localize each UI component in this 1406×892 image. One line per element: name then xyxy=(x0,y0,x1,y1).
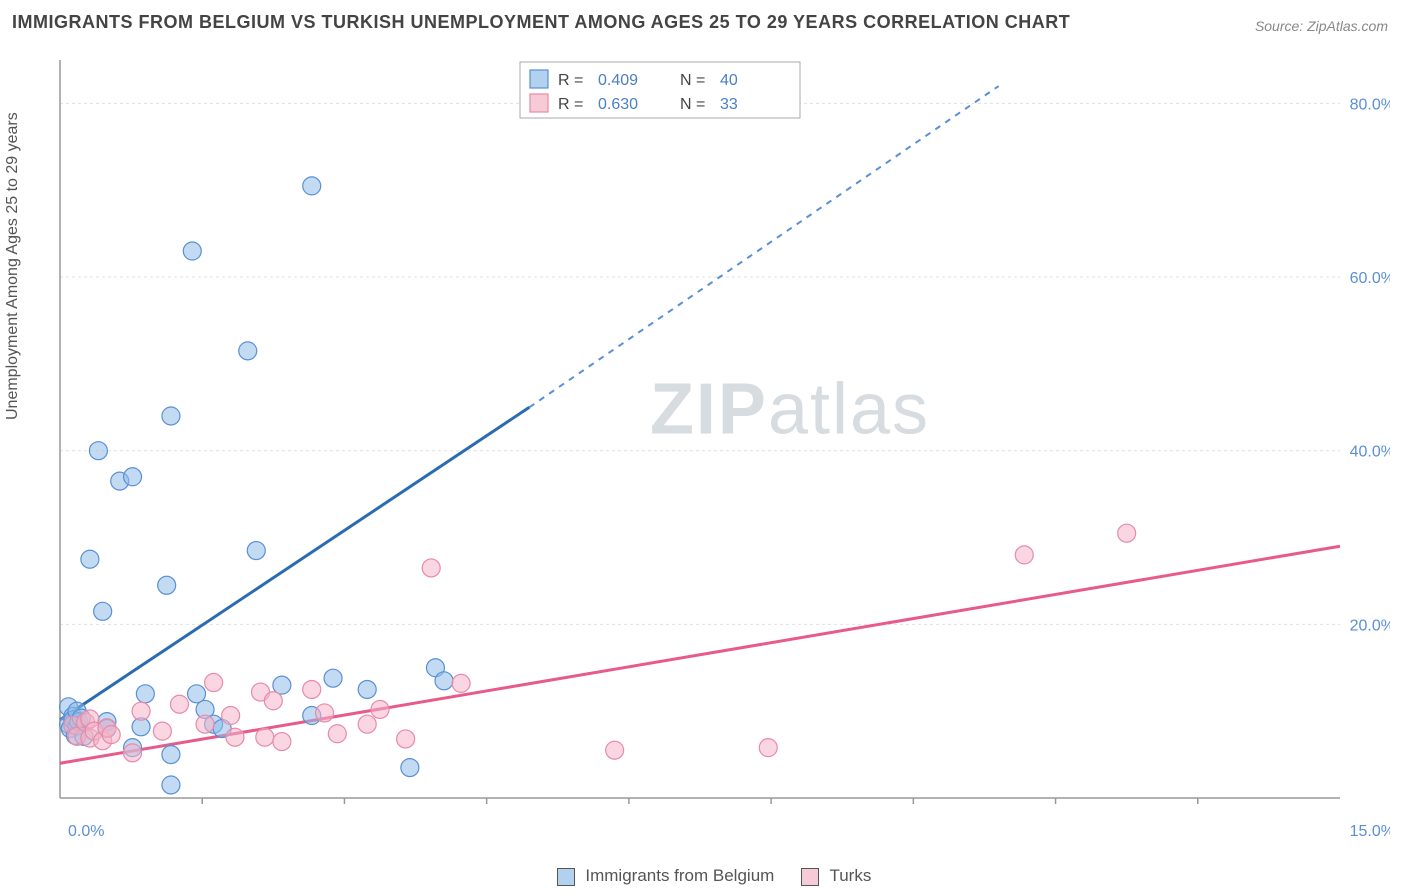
data-point-pink xyxy=(328,725,346,743)
y-tick-label: 40.0% xyxy=(1350,444,1390,461)
chart-svg: 20.0% 40.0% 60.0% 80.0% 0.0% 15.0% ZIPatlas R =… xyxy=(50,50,1390,840)
trend-line-blue-dash xyxy=(529,86,998,407)
y-tick-label: 80.0% xyxy=(1350,96,1390,113)
x-tick-label: 15.0% xyxy=(1350,823,1390,840)
watermark: ZIPatlas xyxy=(650,369,930,449)
data-point-blue xyxy=(324,669,342,687)
data-point-pink xyxy=(303,680,321,698)
x-tick-label: 0.0% xyxy=(68,823,104,840)
data-point-pink xyxy=(124,744,142,762)
data-point-pink xyxy=(264,692,282,710)
plot-area: 20.0% 40.0% 60.0% 80.0% 0.0% 15.0% ZIPatlas R =… xyxy=(50,50,1390,840)
legend-swatch-blue xyxy=(557,868,575,886)
data-point-pink xyxy=(226,728,244,746)
legend-swatch-pink xyxy=(801,868,819,886)
legend-R-blue: 0.409 xyxy=(598,72,638,89)
data-point-blue xyxy=(401,759,419,777)
data-point-pink xyxy=(1015,546,1033,564)
data-point-blue xyxy=(136,685,154,703)
data-point-pink xyxy=(153,722,171,740)
data-point-blue xyxy=(435,672,453,690)
y-tick-label: 20.0% xyxy=(1350,617,1390,634)
legend-R-pink: 0.630 xyxy=(598,96,638,113)
data-point-blue xyxy=(183,242,201,260)
legend-swatch-blue-icon xyxy=(530,70,548,88)
y-axis-label: Unemployment Among Ages 25 to 29 years xyxy=(4,112,22,420)
data-point-blue xyxy=(162,407,180,425)
legend-label-pink: Turks xyxy=(829,866,871,885)
data-point-blue xyxy=(162,746,180,764)
data-point-pink xyxy=(205,674,223,692)
data-point-pink xyxy=(397,730,415,748)
data-point-blue xyxy=(94,602,112,620)
data-point-blue xyxy=(358,680,376,698)
trend-line-pink xyxy=(60,546,1340,763)
data-point-pink xyxy=(102,726,120,744)
data-point-pink xyxy=(256,728,274,746)
data-point-blue xyxy=(89,442,107,460)
legend-N-label: N = xyxy=(680,96,705,113)
legend-R-label: R = xyxy=(558,96,583,113)
data-point-pink xyxy=(452,674,470,692)
data-point-pink xyxy=(606,741,624,759)
data-point-blue xyxy=(303,177,321,195)
legend-R-label: R = xyxy=(558,72,583,89)
trend-line-blue xyxy=(60,407,529,720)
bottom-legend: Immigrants from Belgium Turks xyxy=(0,866,1406,886)
data-point-pink xyxy=(1118,524,1136,542)
data-point-pink xyxy=(170,695,188,713)
legend-N-blue: 40 xyxy=(720,72,738,89)
y-tick-label: 60.0% xyxy=(1350,270,1390,287)
data-point-pink xyxy=(422,559,440,577)
data-point-blue xyxy=(239,342,257,360)
data-point-pink xyxy=(222,707,240,725)
data-point-pink xyxy=(273,733,291,751)
data-point-blue xyxy=(81,550,99,568)
data-point-pink xyxy=(371,700,389,718)
data-point-pink xyxy=(759,739,777,757)
data-point-blue xyxy=(162,776,180,794)
legend-label-blue: Immigrants from Belgium xyxy=(585,866,774,885)
data-point-blue xyxy=(247,542,265,560)
data-point-pink xyxy=(196,715,214,733)
legend-swatch-pink-icon xyxy=(530,94,548,112)
data-point-pink xyxy=(132,702,150,720)
legend-N-label: N = xyxy=(680,72,705,89)
data-point-pink xyxy=(358,715,376,733)
data-point-blue xyxy=(158,576,176,594)
data-point-pink xyxy=(316,704,334,722)
chart-title: IMMIGRANTS FROM BELGIUM VS TURKISH UNEMP… xyxy=(12,12,1070,33)
legend-N-pink: 33 xyxy=(720,96,738,113)
data-point-blue xyxy=(124,468,142,486)
source-label: Source: ZipAtlas.com xyxy=(1255,18,1388,34)
